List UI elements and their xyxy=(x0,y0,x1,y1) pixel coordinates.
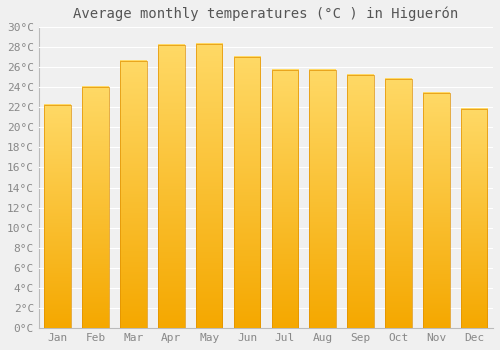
Title: Average monthly temperatures (°C ) in Higuerón: Average monthly temperatures (°C ) in Hi… xyxy=(74,7,458,21)
